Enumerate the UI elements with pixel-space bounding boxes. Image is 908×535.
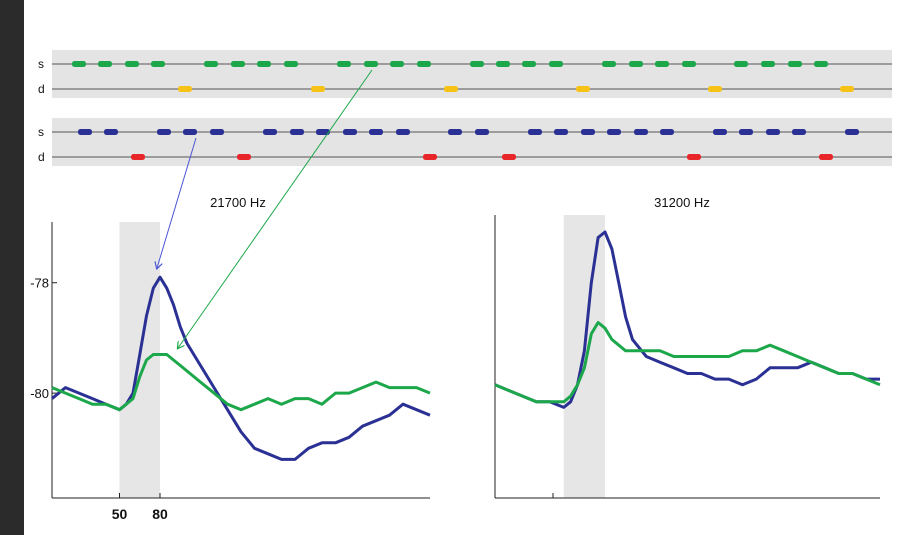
- standard-tone: [607, 129, 621, 135]
- standard-tone: [396, 129, 410, 135]
- chart-21700: 21700 Hz -78 -80 50 80: [30, 195, 431, 522]
- deviant-tone: [131, 154, 145, 160]
- green-arrow: [178, 69, 373, 348]
- standard-tone: [257, 61, 271, 67]
- standard-tone: [157, 129, 171, 135]
- standard-tone: [390, 61, 404, 67]
- chart-title-1: 21700 Hz: [210, 195, 266, 210]
- standard-tone: [448, 129, 462, 135]
- standard-tone: [761, 61, 775, 67]
- standard-tone: [634, 129, 648, 135]
- series-line-2: [494, 321, 881, 404]
- deviant-tone: [708, 86, 722, 92]
- standard-tone: [581, 129, 595, 135]
- deviant-tone: [576, 86, 590, 92]
- standard-tone: [496, 61, 510, 67]
- series-lines-1: [51, 275, 431, 461]
- standard-tone: [554, 129, 568, 135]
- standard-tone: [204, 61, 218, 67]
- standard-tone: [475, 129, 489, 135]
- series-line-2: [51, 353, 431, 412]
- standard-tone: [343, 129, 357, 135]
- y-tick-label: -80: [30, 386, 49, 401]
- row-label-d-1: d: [38, 82, 45, 96]
- standard-tone: [151, 61, 165, 67]
- series-lines-2: [494, 230, 881, 409]
- row-label-s-2: s: [38, 125, 44, 139]
- series-line-1: [51, 275, 431, 461]
- standard-tone: [210, 129, 224, 135]
- standard-tone: [263, 129, 277, 135]
- sequence-band-2: [52, 118, 892, 166]
- standard-tone: [734, 61, 748, 67]
- standard-tone: [522, 61, 536, 67]
- standard-tone: [364, 61, 378, 67]
- row-label-d-2: d: [38, 150, 45, 164]
- standard-tone: [602, 61, 616, 67]
- standard-tone: [660, 129, 674, 135]
- row-label-s-1: s: [38, 57, 44, 71]
- standard-tone: [766, 129, 780, 135]
- standard-tone: [290, 129, 304, 135]
- standard-tone: [231, 61, 245, 67]
- standard-tone: [125, 61, 139, 67]
- chart-title-2: 31200 Hz: [654, 195, 710, 210]
- deviant-tone: [502, 154, 516, 160]
- y-tick-label: -78: [30, 276, 49, 291]
- blue-arrow: [157, 137, 197, 268]
- standard-tone: [713, 129, 727, 135]
- deviant-tone: [178, 86, 192, 92]
- standard-tone: [369, 129, 383, 135]
- series-line-1: [494, 230, 880, 409]
- standard-tone: [98, 61, 112, 67]
- x-ticks-1: 50 80: [112, 493, 168, 522]
- deviant-tone: [444, 86, 458, 92]
- standard-tone: [814, 61, 828, 67]
- standard-tones-1: [72, 61, 828, 67]
- standard-tone: [528, 129, 542, 135]
- standard-tone: [316, 129, 330, 135]
- deviant-tone: [840, 86, 854, 92]
- standard-tone: [284, 61, 298, 67]
- deviant-tone: [237, 154, 251, 160]
- standard-tone: [792, 129, 806, 135]
- standard-tones-2: [78, 129, 859, 135]
- standard-tone: [629, 61, 643, 67]
- sequence-panel-1: s d: [38, 50, 892, 98]
- deviant-tone: [311, 86, 325, 92]
- standard-tone: [655, 61, 669, 67]
- x-tick-label: 80: [152, 506, 168, 522]
- deviant-tone: [423, 154, 437, 160]
- standard-tone: [739, 129, 753, 135]
- standard-tone: [682, 61, 696, 67]
- y-ticks-1: -78 -80: [30, 276, 57, 401]
- standard-tone: [549, 61, 563, 67]
- standard-tone: [72, 61, 86, 67]
- deviant-tone: [819, 154, 833, 160]
- x-tick-label: 50: [112, 506, 128, 522]
- standard-tone: [183, 129, 197, 135]
- standard-tone: [470, 61, 484, 67]
- deviant-tone: [687, 154, 701, 160]
- standard-tone: [78, 129, 92, 135]
- standard-tone: [417, 61, 431, 67]
- standard-tone: [104, 129, 118, 135]
- standard-tone: [788, 61, 802, 67]
- sequence-band-1: [52, 50, 892, 98]
- deviant-tones-1: [178, 86, 854, 92]
- sequence-panel-2: s d: [38, 118, 892, 166]
- deviant-tones-2: [131, 154, 833, 160]
- standard-tone: [845, 129, 859, 135]
- chart-31200: 31200 Hz: [494, 195, 881, 499]
- standard-tone: [337, 61, 351, 67]
